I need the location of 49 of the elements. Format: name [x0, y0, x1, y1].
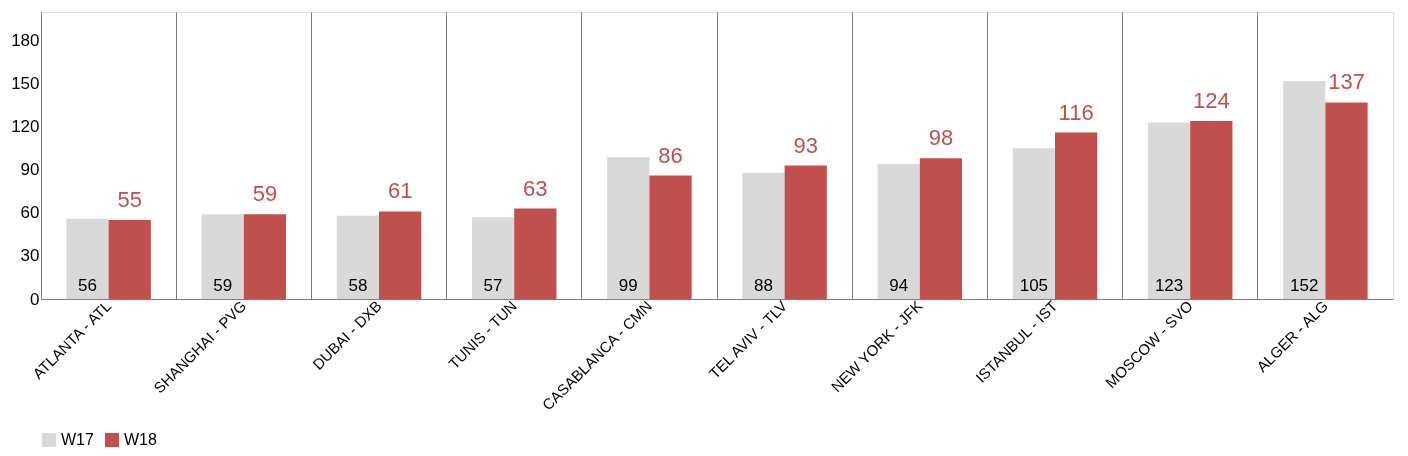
bar	[607, 156, 650, 299]
bar	[1055, 132, 1098, 299]
legend-label: W17	[61, 431, 94, 448]
y-tick-label: 150	[11, 74, 40, 94]
y-tick-label: 180	[11, 31, 40, 51]
bar	[201, 214, 244, 299]
data-label: 58	[348, 276, 368, 295]
y-tick-label: 30	[20, 246, 40, 266]
y-tick-label: 60	[20, 203, 40, 223]
bar	[108, 220, 151, 299]
y-tick-label: 90	[20, 160, 40, 180]
bar	[784, 165, 827, 299]
data-label: 59	[252, 181, 278, 207]
data-label: 98	[928, 125, 954, 151]
bar	[649, 175, 692, 299]
data-label: 93	[793, 132, 818, 158]
y-tick-label: 0	[30, 289, 40, 309]
data-label: 137	[1328, 69, 1365, 95]
bar	[379, 211, 422, 299]
y-tick-label: 120	[11, 117, 40, 137]
data-label: 99	[618, 276, 638, 295]
data-label: 57	[483, 276, 503, 295]
data-label: 105	[1019, 276, 1049, 295]
data-label: 124	[1192, 88, 1230, 114]
data-label: 59	[213, 276, 233, 295]
data-label: 55	[117, 187, 142, 213]
bar	[1190, 121, 1233, 299]
legend-label: W18	[124, 431, 157, 448]
bar	[919, 158, 963, 299]
bar	[66, 218, 109, 299]
bar	[1325, 102, 1368, 299]
bar	[471, 217, 515, 299]
bar	[243, 214, 287, 299]
data-label: 61	[387, 178, 413, 204]
data-label: 88	[754, 276, 773, 295]
bar	[336, 215, 379, 299]
bar	[1147, 122, 1191, 299]
bar	[1012, 148, 1055, 299]
bar	[877, 164, 920, 299]
data-label: 56	[78, 276, 97, 295]
data-label: 94	[889, 276, 909, 295]
bar	[1283, 80, 1326, 299]
bar	[514, 208, 557, 299]
data-label: 152	[1290, 276, 1319, 295]
data-label: 63	[523, 175, 548, 201]
data-label: 123	[1154, 276, 1184, 295]
bar	[742, 172, 785, 299]
data-label: 116	[1058, 99, 1094, 125]
data-label: 86	[658, 142, 683, 168]
